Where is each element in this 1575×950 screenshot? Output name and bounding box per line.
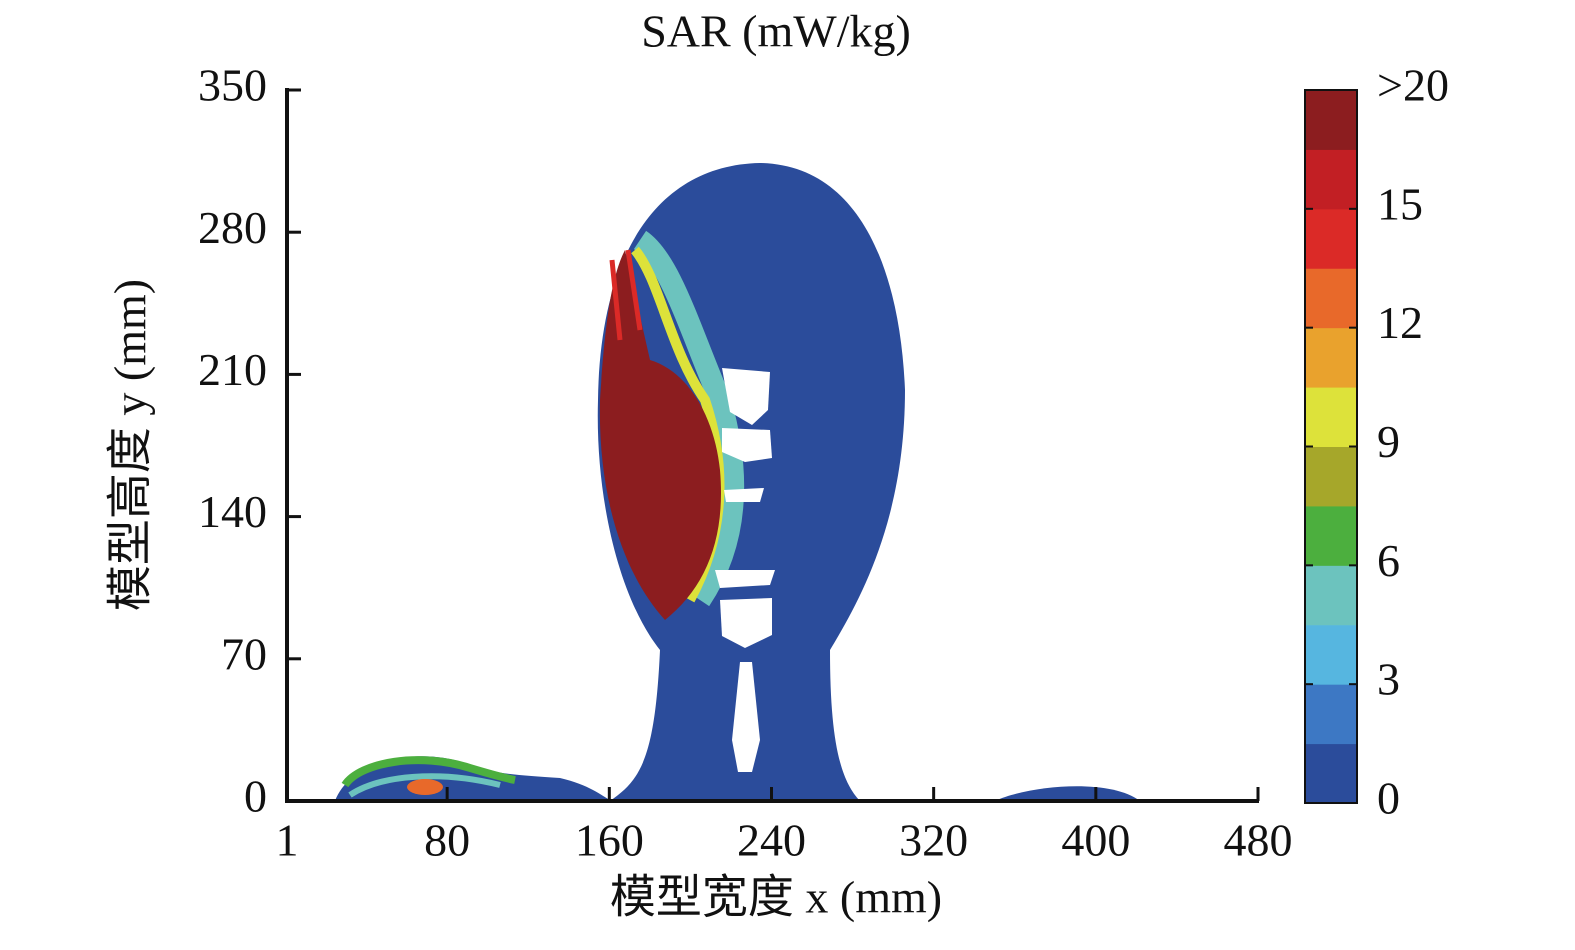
- colorbar-segment: [1305, 505, 1357, 566]
- colorbar-tick-label: 3: [1377, 654, 1400, 705]
- x-tick-label: 480: [1224, 815, 1293, 866]
- x-tick-label: 80: [424, 815, 470, 866]
- colorbar-segment: [1305, 208, 1357, 269]
- colorbar-segment: [1305, 684, 1357, 745]
- body-shape: [597, 163, 905, 801]
- colorbar-tick-label: 6: [1377, 535, 1400, 586]
- cavity: [722, 428, 772, 462]
- chart-title: SAR (mW/kg): [641, 6, 911, 57]
- cavity: [715, 570, 775, 588]
- y-tick-label: 350: [198, 60, 267, 111]
- gradient-band: [633, 230, 745, 607]
- x-tick-label: 320: [899, 815, 968, 866]
- shoulder-band: [348, 773, 501, 798]
- body-shape: [995, 786, 1140, 801]
- colorbar-segment: [1305, 90, 1357, 150]
- y-tick-label: 210: [198, 344, 267, 395]
- cavity: [722, 368, 770, 425]
- colorbar-segment: [1305, 268, 1357, 329]
- cavity: [720, 598, 772, 648]
- hot-spot: [407, 779, 443, 795]
- x-axis-label: 模型宽度 x (mm): [610, 872, 942, 923]
- sar-field: [335, 163, 1140, 801]
- y-tick-label: 280: [198, 202, 267, 253]
- y-tick-label: 140: [198, 486, 267, 537]
- y-tick-label: 0: [244, 771, 267, 822]
- cavity: [724, 488, 764, 502]
- colorbar-tick-label: 12: [1377, 297, 1423, 348]
- shoulder-band: [341, 756, 516, 788]
- x-tick-label: 240: [737, 815, 806, 866]
- hot-edge: [609, 249, 643, 341]
- y-axis-label: 模型高度 y (mm): [105, 279, 156, 611]
- x-tick-label: 160: [575, 815, 644, 866]
- colorbar-segment: [1305, 387, 1357, 447]
- colorbar-segment: [1305, 743, 1357, 804]
- colorbar-tick-label: >20: [1377, 60, 1449, 111]
- x-tick-label: 1: [276, 815, 299, 866]
- colorbar-segment: [1305, 565, 1357, 626]
- y-tick-label: 70: [221, 628, 267, 679]
- colorbar-segment: [1305, 446, 1357, 507]
- colorbar-segment: [1305, 149, 1357, 210]
- colorbar-tick-label: 0: [1377, 773, 1400, 824]
- x-tick-label: 400: [1061, 815, 1130, 866]
- cavity: [732, 662, 760, 772]
- colorbar-segment: [1305, 327, 1357, 388]
- colorbar-tick-label: 15: [1377, 178, 1423, 229]
- hot-region: [599, 250, 722, 620]
- colorbar-segment: [1305, 624, 1357, 685]
- colorbar-tick-label: 9: [1377, 416, 1400, 467]
